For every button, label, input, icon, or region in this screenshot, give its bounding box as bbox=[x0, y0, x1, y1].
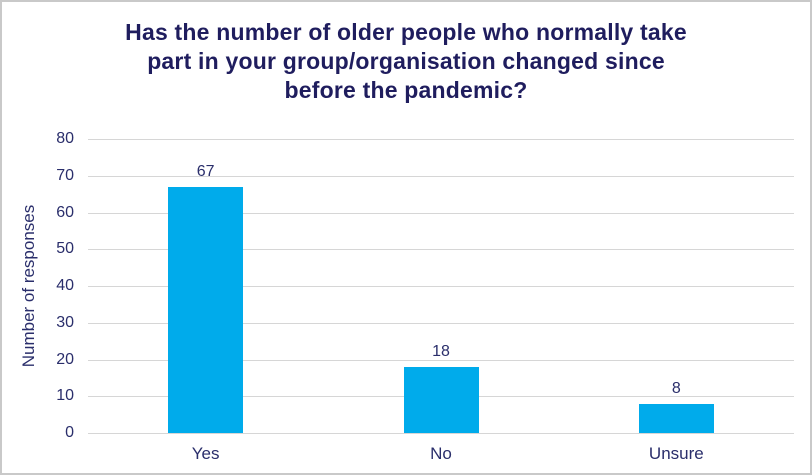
x-tick-label: No bbox=[430, 444, 452, 463]
chart-title-line: part in your group/organisation changed … bbox=[147, 48, 665, 74]
gridline bbox=[88, 249, 794, 251]
gridline bbox=[88, 286, 794, 287]
y-tick-label: 10 bbox=[56, 387, 74, 405]
bar-value-label: 8 bbox=[671, 379, 681, 397]
y-tick-label: 40 bbox=[56, 277, 74, 294]
y-tick-label: 0 bbox=[65, 424, 74, 441]
gridline bbox=[88, 175, 794, 177]
gridline bbox=[88, 322, 794, 324]
bar-value-label: 18 bbox=[432, 342, 450, 360]
y-tick-label: 50 bbox=[56, 240, 74, 258]
x-tick-label: Unsure bbox=[648, 444, 704, 463]
gridline bbox=[88, 212, 794, 214]
x-tick-label: Yes bbox=[191, 444, 220, 463]
chart-title-line: Has the number of older people who norma… bbox=[125, 19, 687, 45]
y-tick-label: 60 bbox=[56, 203, 74, 221]
bar-unsure bbox=[638, 403, 714, 433]
y-tick-label: 20 bbox=[56, 350, 74, 368]
gridline bbox=[88, 359, 794, 361]
y-tick-label: 80 bbox=[56, 130, 74, 147]
bar-value-label: 67 bbox=[196, 162, 215, 180]
chart-title: Has the number of older people who norma… bbox=[2, 18, 810, 105]
gridline bbox=[88, 139, 794, 140]
y-tick-label: 70 bbox=[56, 166, 74, 184]
y-tick-label: 30 bbox=[56, 313, 74, 331]
chart-title-line: before the pandemic? bbox=[284, 77, 528, 103]
bar-no bbox=[403, 366, 479, 433]
bar-yes bbox=[168, 186, 244, 433]
gridline bbox=[88, 433, 794, 434]
